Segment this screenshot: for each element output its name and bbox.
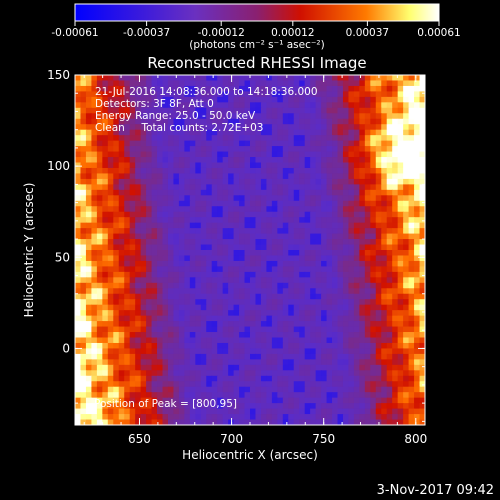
x-tick-label: 650 <box>128 432 151 446</box>
colorbar-tick-label: -0.00037 <box>123 27 170 39</box>
y-tick-label: 0 <box>62 341 70 355</box>
annotation-block: 21-Jul-2016 14:08:36.000 to 14:18:36.000… <box>95 86 318 134</box>
y-tick-label: 50 <box>55 250 70 264</box>
annotation-detectors: Detectors: 3F 8F, Att 0 <box>95 98 214 110</box>
annotation-clean-counts: Clean Total counts: 2.72E+03 <box>95 122 264 134</box>
peak-position-label: Position of Peak = [800,95] <box>94 398 237 410</box>
annotation-energy-range: Energy Range: 25.0 - 50.0 keV <box>95 110 256 122</box>
colorbar-tick-label: 0.00012 <box>271 27 314 39</box>
y-tick-label: 150 <box>47 68 70 82</box>
colorbar-ticks: -0.00061 -0.00037 -0.00012 0.00012 0.00037 0.… <box>51 21 461 39</box>
colorbar-tick-label: -0.00061 <box>51 27 98 39</box>
colorbar-tick-label: 0.00037 <box>346 27 389 39</box>
colorbar-units-label: (photons cm⁻² s⁻¹ asec⁻²) <box>189 39 324 51</box>
colorbar-tick-label: 0.00061 <box>417 27 460 39</box>
colorbar-tick-label: -0.00012 <box>198 27 245 39</box>
x-tick-label: 750 <box>312 432 335 446</box>
x-axis: 650 700 750 800 <box>83 75 427 446</box>
colorbar <box>74 3 440 22</box>
y-tick-label: 100 <box>47 159 70 173</box>
footer-timestamp: 3-Nov-2017 09:42 <box>377 483 494 498</box>
annotation-time-range: 21-Jul-2016 14:08:36.000 to 14:18:36.000 <box>95 86 318 98</box>
x-tick-label: 700 <box>220 432 243 446</box>
x-tick-label: 800 <box>404 432 427 446</box>
y-axis-label: Heliocentric Y (arcsec) <box>22 183 36 318</box>
x-axis-label: Heliocentric X (arcsec) <box>182 448 318 462</box>
chart-title: Reconstructed RHESSI Image <box>147 54 366 72</box>
y-axis: 0 50 100 150 <box>47 68 425 422</box>
heatmap-image <box>75 75 425 425</box>
